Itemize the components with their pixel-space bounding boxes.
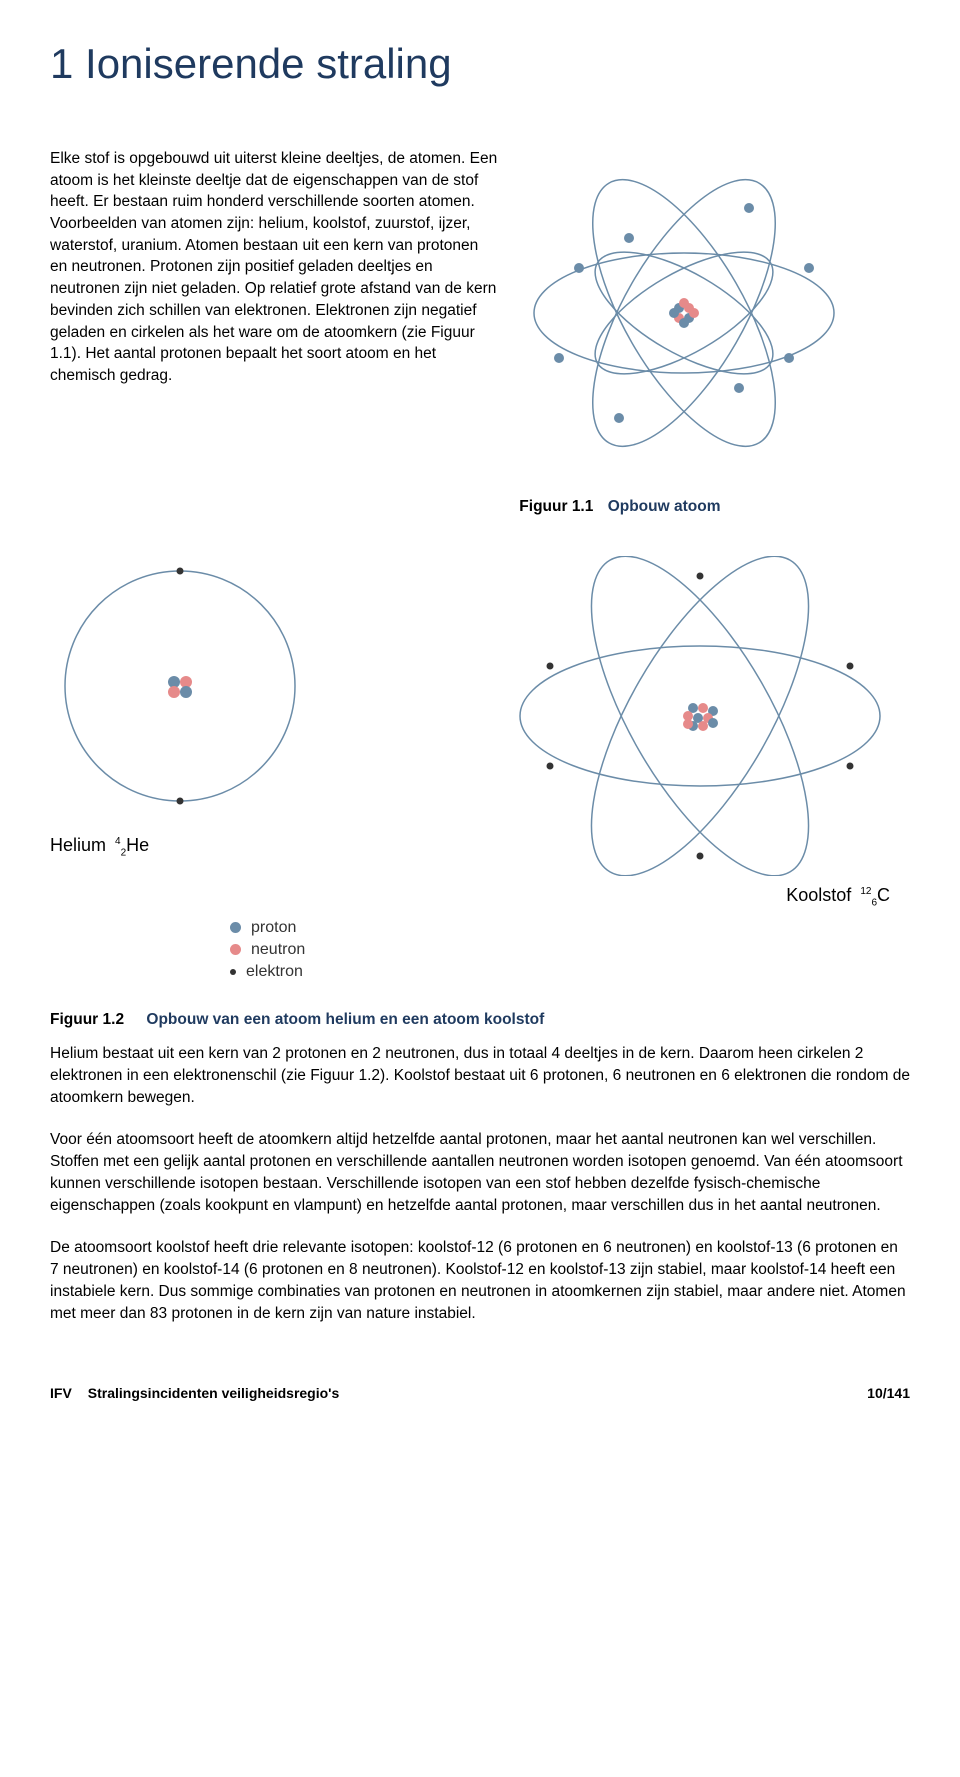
paragraph-1: Helium bestaat uit een kern van 2 proton… [50,1043,910,1109]
page-footer: IFV Stralingsincidenten veiligheidsregio… [50,1385,910,1401]
page-title: 1 Ioniserende straling [50,40,910,88]
electron-icon [230,969,236,975]
fig2-title: Opbouw van een atoom helium en een atoom… [146,1011,544,1028]
paragraph-2: Voor één atoomsoort heeft de atoomkern a… [50,1129,910,1217]
neutron-icon [230,944,241,955]
carbon-label: Koolstof 126C [500,885,890,909]
atom-diagram-generic [519,148,849,478]
paragraph-3: De atoomsoort koolstof heeft drie releva… [50,1237,910,1325]
footer-page: 10/141 [867,1385,910,1401]
intro-paragraph: Elke stof is opgebouwd uit uiterst klein… [50,148,499,516]
proton-icon [230,922,241,933]
helium-atom-diagram [50,556,310,826]
helium-label: Helium 42He [50,835,460,859]
footer-org: IFV [50,1385,72,1401]
fig1-title: Opbouw atoom [608,498,721,515]
fig1-number: Figuur 1.1 [519,498,593,515]
carbon-atom-diagram [500,556,900,876]
legend: proton neutron elektron [230,919,910,981]
fig2-number: Figuur 1.2 [50,1011,124,1028]
footer-doc: Stralingsincidenten veiligheidsregio's [88,1385,340,1401]
